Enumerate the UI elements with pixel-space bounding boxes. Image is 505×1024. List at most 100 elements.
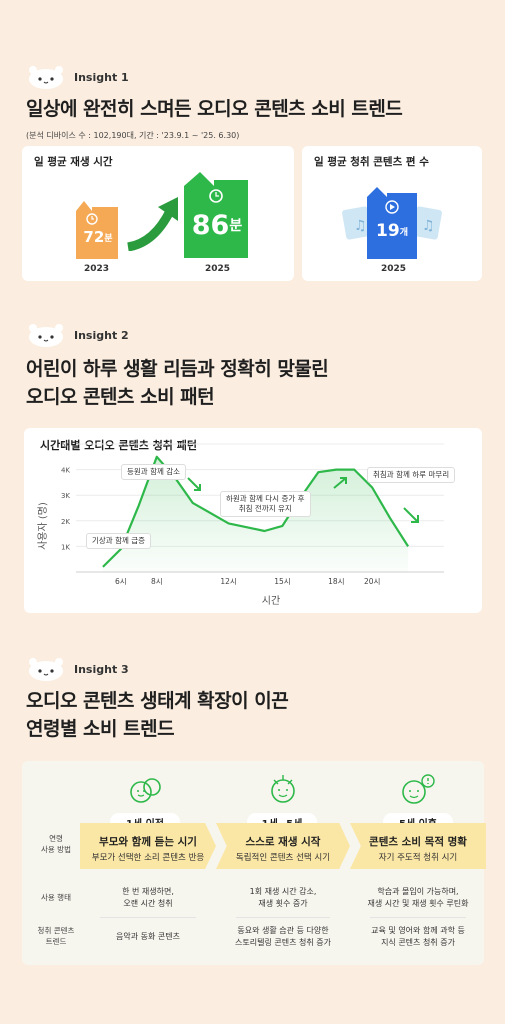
building-2025-icon	[184, 172, 248, 258]
chart-ytick-label: 4K	[61, 467, 70, 475]
behavior-cell-2: 1회 재생 시간 감소, 재생 횟수 증가	[216, 886, 350, 910]
divider-1	[100, 917, 196, 918]
playtime-card-title: 일 평균 재생 시간	[34, 156, 113, 168]
year-2023: 2023	[84, 264, 110, 274]
divider-2	[236, 917, 330, 918]
mascot-icon	[29, 658, 63, 681]
playtime-card: 일 평균 재생 시간	[22, 146, 294, 281]
insight2-label: Insight 2	[74, 328, 129, 342]
year-2025: 2025	[205, 264, 231, 274]
insight3-title-line1: 오디오 콘텐츠 생태계 확장이 이끈	[26, 690, 289, 712]
insight1-subtitle: (분석 디바이스 수 : 102,190대, 기간 : '23.9.1 ~ '2…	[26, 131, 240, 140]
behavior-2-line1: 1회 재생 시간 감소,	[249, 887, 317, 896]
trend-cell-2: 동요와 생활 습관 등 다양한 스토리텔링 콘텐츠 청취 증가	[216, 925, 350, 949]
face-icon-3	[402, 774, 435, 804]
row-label-age-line2: 사용 방법	[41, 845, 71, 854]
content-count-value: 19 개	[367, 219, 417, 243]
row-label-behavior: 사용 행태	[41, 893, 71, 902]
value-2025-number: 86	[191, 209, 230, 241]
trend-cell-1: 음악과 동화 콘텐츠	[80, 931, 216, 943]
behavior-1-line2: 오랜 시간 청취	[123, 899, 173, 908]
down-arrow-icon-2	[403, 507, 419, 523]
down-arrow-icon	[187, 477, 201, 491]
row-label-trend-line2: 트렌드	[45, 937, 67, 946]
chart-ytick-label: 5K	[61, 441, 70, 449]
behavior-1-line1: 한 번 재생하면,	[122, 887, 174, 896]
insight3-label: Insight 3	[74, 662, 129, 676]
annotation-return: 하원과 함께 다시 증가 후 취침 전까지 유지	[220, 491, 311, 517]
building-2023-icon	[76, 201, 118, 259]
line-chart: 1K 2K 3K 4K 5K 6시 8시 12시 15시 18시 20시 시간 사용자 (명)	[37, 441, 444, 607]
value-2025: 86 분	[184, 208, 250, 242]
trend-2-line2: 스토리텔링 콘텐츠 청취 증가	[235, 938, 331, 947]
chart-ylabel: 사용자 (명)	[37, 502, 49, 550]
value-2023: 72 분	[74, 226, 122, 248]
content-count-unit: 개	[399, 227, 408, 238]
face-icon	[130, 778, 161, 803]
insight1-label: Insight 1	[74, 70, 129, 84]
chart-xtick-label: 8시	[151, 577, 163, 586]
play-icon	[390, 204, 395, 210]
face-icon-2	[271, 775, 295, 803]
annotation-sleep: 취침과 함께 하루 마무리	[367, 467, 456, 483]
building-content-icon	[367, 187, 417, 259]
trend-1-line1: 음악과 동화 콘텐츠	[116, 932, 180, 941]
annotation-return-line1: 하원과 함께 다시 증가 후	[226, 494, 305, 503]
insight2-title-line1: 어린이 하루 생활 리듬과 정확히 맞물린	[26, 358, 329, 380]
row-label-age-line1: 연령	[49, 834, 63, 843]
chart-xtick-label: 15시	[274, 577, 290, 586]
mascot-icon	[29, 66, 63, 89]
trend-3-line2: 지식 콘텐츠 청취 증가	[381, 938, 455, 947]
chart-title: 시간대별 오디오 콘텐츠 청취 패턴	[40, 439, 197, 452]
behavior-cell-1: 한 번 재생하면, 오랜 시간 청취	[80, 886, 216, 910]
behavior-3-line2: 재생 시간 및 재생 횟수 루틴화	[367, 899, 469, 908]
divider-3	[370, 917, 466, 918]
method-band-2	[216, 823, 350, 869]
insight2-header: Insight 2	[26, 322, 129, 348]
trend-cell-3: 교육 및 영어와 함께 과학 등 지식 콘텐츠 청취 증가	[350, 925, 486, 949]
chart-ytick-label: 3K	[61, 492, 70, 500]
method-sub-3: 자기 주도적 청취 시기	[378, 853, 458, 863]
chart-xtick-label: 12시	[220, 577, 236, 586]
chart-xtick-label: 6시	[115, 577, 127, 586]
method-sub-2: 독립적인 콘텐츠 선택 시기	[235, 853, 331, 863]
trend-2-line1: 동요와 생활 습관 등 다양한	[237, 926, 329, 935]
annotation-school: 등원과 함께 감소	[121, 464, 187, 480]
annotation-return-line2: 취침 전까지 유지	[238, 504, 292, 513]
chart-xlabel: 시간	[262, 595, 280, 607]
svg-text:♫: ♫	[422, 218, 435, 234]
insight1-title: 일상에 완전히 스며든 오디오 콘텐츠 소비 트렌드	[26, 98, 403, 120]
method-band-1	[80, 823, 216, 869]
content-count-number: 19	[376, 221, 400, 241]
behavior-cell-3: 학습과 몰입이 가능하며, 재생 시간 및 재생 횟수 루틴화	[350, 886, 486, 910]
value-2025-unit: 분	[229, 218, 243, 234]
chart-xtick-label: 20시	[364, 577, 380, 586]
method-band-3	[350, 823, 486, 869]
annotation-wakeup: 기상과 함께 급증	[86, 533, 152, 549]
chart-xtick-label: 18시	[328, 577, 344, 586]
chart-ytick-label: 2K	[61, 518, 70, 526]
method-title-3: 콘텐츠 소비 목적 명확	[369, 836, 467, 848]
insight3-header: Insight 3	[26, 656, 129, 682]
content-count-card-title: 일 평균 청취 콘텐츠 편 수	[314, 156, 429, 168]
insight3-title-line2: 연령별 소비 트렌드	[26, 718, 175, 740]
row-label-trend: 청취 콘텐츠 트렌드	[32, 925, 80, 947]
behavior-2-line2: 재생 횟수 증가	[258, 899, 308, 908]
svg-text:♫: ♫	[354, 218, 367, 234]
year-2025-content: 2025	[381, 264, 407, 274]
arrow-icon	[127, 197, 178, 251]
up-arrow-icon	[333, 477, 347, 489]
value-2023-number: 72	[83, 228, 105, 246]
insight2-title-line2: 오디오 콘텐츠 소비 패턴	[26, 386, 215, 408]
trend-3-line1: 교육 및 영어와 함께 과학 등	[371, 926, 465, 935]
mascot-icon	[29, 324, 63, 347]
value-2023-unit: 분	[104, 233, 113, 244]
row-label-age: 연령 사용 방법	[32, 833, 80, 855]
insight1-header: Insight 1	[26, 64, 129, 90]
method-sub-1: 부모가 선택한 소리 콘텐츠 반응	[91, 853, 205, 863]
behavior-3-line1: 학습과 몰입이 가능하며,	[377, 887, 459, 896]
chart-ytick-label: 1K	[61, 543, 70, 551]
row-label-trend-line1: 청취 콘텐츠	[37, 926, 75, 935]
method-title-2: 스스로 재생 시작	[245, 836, 321, 848]
method-title-1: 부모와 함께 듣는 시기	[99, 836, 197, 848]
